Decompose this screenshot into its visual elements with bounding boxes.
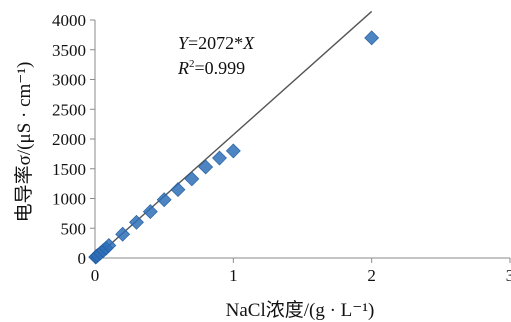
x-tick-label: 3 (506, 266, 511, 285)
r2-value: =0.999 (194, 58, 246, 78)
data-point (101, 238, 117, 253)
y-tick-label: 500 (61, 219, 87, 238)
x-tick-labels: 0 1 2 3 (91, 266, 511, 285)
y-tick-label: 1500 (52, 160, 86, 179)
x-tick-label: 2 (367, 266, 376, 285)
data-point (212, 150, 227, 166)
x-tick-label: 1 (229, 266, 238, 285)
data-point (198, 159, 214, 175)
data-point (225, 143, 241, 159)
equation-lhs: Y (178, 33, 189, 53)
equation-rhs: X (243, 33, 255, 53)
x-axis-title: NaCl浓度/(g · L⁻¹) (226, 299, 375, 321)
equation-mid: =2072* (188, 33, 244, 53)
data-point (115, 226, 131, 242)
y-tick-label: 2500 (52, 100, 86, 119)
data-point (364, 30, 380, 46)
y-tick-label: 3000 (52, 71, 86, 90)
axes (90, 19, 511, 263)
data-points (88, 30, 380, 265)
y-tick-label: 4000 (52, 11, 86, 30)
y-tick-labels: 0 500 1000 1500 2000 2500 3000 3500 4000 (52, 11, 86, 268)
y-tick-label: 2000 (52, 130, 86, 149)
y-tick-label: 0 (78, 249, 87, 268)
r-squared: R2=0.999 (178, 58, 245, 79)
y-axis-title: 电导率σ/(μS · cm⁻¹) (13, 62, 35, 223)
y-tick-label: 1000 (52, 190, 86, 209)
data-point (184, 171, 200, 187)
y-tick-label: 3500 (52, 41, 86, 60)
data-point (170, 182, 186, 197)
r2-sup: 2 (189, 58, 195, 70)
fit-equation: Y=2072*X (178, 33, 254, 54)
data-point (156, 192, 172, 208)
r2-base: R (178, 58, 189, 78)
fit-line (94, 10, 373, 259)
x-tick-label: 0 (91, 266, 100, 285)
data-point (129, 214, 144, 230)
data-point (142, 204, 158, 220)
fit-line-group (94, 10, 373, 259)
